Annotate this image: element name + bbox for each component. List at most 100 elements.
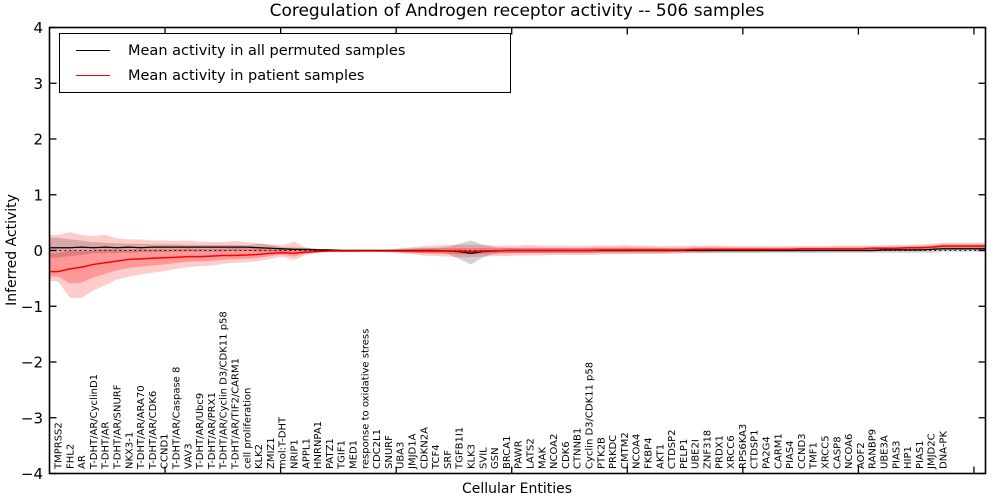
legend-label: Mean activity in all permuted samples [128, 42, 406, 59]
x-tick-label: T-DHT/AR/Cyclin D3/CDK11 p58 [219, 311, 230, 470]
x-tick-label: AOF2 [856, 442, 867, 469]
x-tick-label: UBE2I [691, 439, 702, 469]
legend: Mean activity in all permuted samples Me… [59, 33, 511, 93]
y-tick-label: 2 [33, 131, 43, 149]
x-tick-label: ZNF318 [703, 430, 714, 469]
y-tick-label: −4 [21, 465, 43, 483]
x-tick-label: PA2G4 [762, 436, 773, 469]
x-tick-label: PIAS1 [915, 440, 926, 469]
x-tick-label: PRKDC [608, 435, 619, 469]
legend-entry-permuted: Mean activity in all permuted samples [72, 38, 498, 63]
x-tick-label: PAWR [514, 440, 525, 469]
x-tick-label: CTDSP2 [667, 429, 678, 469]
x-tick-label: TMPRSS2 [54, 422, 65, 470]
x-tick-label: PRDX1 [714, 435, 725, 469]
x-tick-label: FHL2 [65, 444, 76, 469]
y-tick-labels: 4 3 2 1 0 −1 −2 −3 −4 [21, 19, 43, 483]
x-tick-label: PIAS3 [891, 440, 902, 469]
x-tick-label: NCOA2 [549, 434, 560, 469]
x-tick-label: CMTM2 [620, 432, 631, 469]
y-tick-label: 1 [33, 186, 43, 204]
y-tick-label: −3 [21, 409, 43, 427]
y-tick-label: 3 [33, 75, 43, 93]
x-tick-label: KLK2 [254, 444, 265, 469]
x-tick-label: T-DHT/AR/Caspase 8 [172, 367, 183, 470]
x-tick-label: CCND1 [160, 433, 171, 469]
x-tick-label: T-DHT/AR/CyclinD1 [89, 374, 100, 470]
x-tick-label: NCOA6 [844, 434, 855, 469]
x-tick-label: XRCC5 [821, 435, 832, 469]
y-tick-label: −1 [21, 298, 43, 316]
patient-line-swatch [76, 75, 110, 76]
x-tick-label: T-DHT/AR/TIF2/CARM1 [231, 358, 242, 470]
x-tick-label: RANBP9 [868, 429, 879, 469]
x-tick-label: SVIL [478, 447, 489, 469]
x-tick-label: CARM1 [773, 433, 784, 469]
x-tick-label: response to oxidative stress [360, 329, 371, 469]
x-tick-label: CCND3 [797, 433, 808, 469]
x-tick-label: CDKN2A [419, 427, 430, 469]
permuted-line-swatch [76, 50, 110, 51]
x-tick-label: T-DHT/AR/Ubc9 [195, 393, 206, 470]
x-tick-label: NRIP1 [290, 439, 301, 469]
patient-band-outer [49, 232, 986, 298]
x-axis-title: Cellular Entities [461, 481, 573, 497]
x-tick-label: cell proliferation [242, 388, 253, 469]
x-tick-label: UBE3A [880, 435, 891, 469]
confidence-bands [49, 232, 986, 298]
x-tick-label: HNRNPA1 [313, 421, 324, 469]
legend-entry-patient: Mean activity in patient samples [72, 63, 498, 88]
x-tick-label: AR [77, 455, 88, 469]
x-tick-label: CTNNB1 [573, 428, 584, 469]
x-tick-label: SNURF [384, 435, 395, 469]
x-tick-label: PATZ1 [325, 438, 336, 469]
x-tick-labels: TMPRSS2 FHL2 AR T-DHT/AR/CyclinD1 T-DHT/AR T-… [54, 311, 950, 470]
x-tick-label: JMJD2C [927, 433, 938, 470]
x-tick-label: PTK2B [596, 437, 607, 469]
chart-title: Coregulation of Androgen receptor activi… [269, 1, 765, 21]
x-tick-label: T-DHT/AR/SNURF [113, 384, 124, 470]
x-tick-label: TGIF1 [337, 440, 348, 470]
y-tick-label: 0 [33, 242, 43, 260]
x-tick-label: TMF1 [809, 442, 820, 470]
x-tick-label: RPS6KA3 [738, 424, 749, 469]
y-axis-title: Inferred Activity [4, 194, 20, 306]
x-tick-label: CASP8 [832, 436, 843, 469]
series-lines [49, 245, 986, 273]
x-tick-label: HIP1 [903, 446, 914, 469]
patient-band-inner [49, 244, 986, 284]
patient-mean-line [49, 245, 986, 273]
x-tick-label: TCF4 [431, 444, 442, 470]
x-tick-label: Cyclin D3/CDK11 p58 [585, 362, 596, 469]
x-tick-label: AKT1 [655, 444, 666, 469]
x-tick-label: PIAS4 [785, 440, 796, 469]
x-tick-label: NKX3-1 [124, 432, 135, 469]
x-tick-label: mol:T-DHT [278, 416, 289, 469]
x-tick-label: T-DHT/AR/PRX1 [207, 392, 218, 470]
x-tick-label: GSN [490, 447, 501, 469]
x-tick-label: TGFB1I1 [455, 427, 466, 470]
x-tick-label: DNA-PK [939, 431, 950, 469]
x-tick-label: MED1 [349, 440, 360, 469]
x-tick-label: T-DHT/AR/ARA70 [136, 385, 147, 470]
x-tick-label: SRF [443, 450, 454, 469]
x-tick-label: CDK6 [561, 441, 572, 469]
axes-frame [48, 26, 987, 475]
x-tick-label: CTDSP1 [750, 429, 761, 469]
x-tick-label: KLK3 [467, 444, 478, 469]
x-tick-label: UBA3 [396, 442, 407, 469]
x-tick-label: MAK [537, 447, 548, 469]
x-tick-label: T-DHT/AR [101, 422, 112, 470]
x-tick-label: APPL1 [301, 438, 312, 469]
x-tick-label: XRCC6 [726, 435, 737, 469]
x-tick-label: ZMIZ1 [266, 437, 277, 469]
x-tick-label: CDC2L1 [372, 429, 383, 469]
y-tick-label: 4 [33, 19, 43, 37]
y-tick-label: −2 [21, 354, 43, 372]
x-tick-label: VAV3 [183, 443, 194, 469]
x-tick-label: NCOA4 [632, 434, 643, 469]
x-tick-label: BRCA1 [502, 436, 513, 470]
x-tick-label: PELP1 [679, 439, 690, 469]
